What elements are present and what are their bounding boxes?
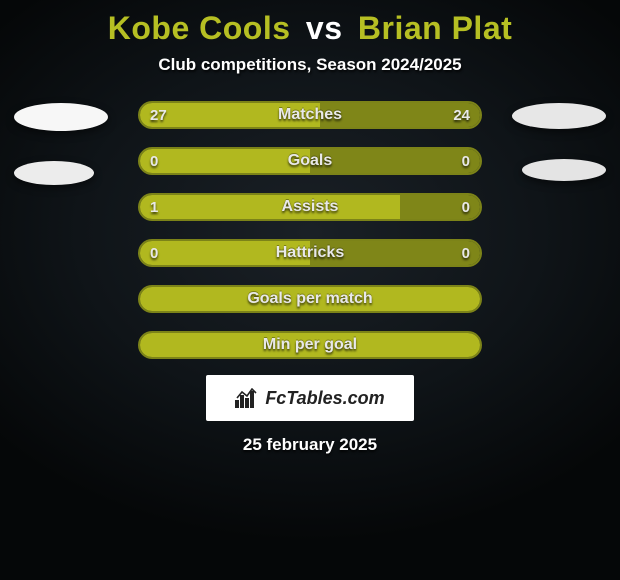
chart-icon <box>235 388 259 408</box>
stat-label: Min per goal <box>140 333 480 357</box>
stat-value-right: 0 <box>452 149 480 173</box>
stat-row: Goals0 0 <box>138 147 482 175</box>
stat-value-left: 0 <box>140 149 168 173</box>
source-badge: FcTables.com <box>206 375 414 421</box>
stat-value-left: 0 <box>140 241 168 265</box>
stat-value-right: 0 <box>452 241 480 265</box>
stat-label: Assists <box>140 195 480 219</box>
stat-value-right: 0 <box>452 195 480 219</box>
stat-row: Goals per match <box>138 285 482 313</box>
stat-row: Hattricks0 0 <box>138 239 482 267</box>
source-badge-text: FcTables.com <box>265 388 384 409</box>
vs-text: vs <box>306 10 343 46</box>
page-title: Kobe Cools vs Brian Plat <box>0 0 620 47</box>
left-blob-column <box>14 101 108 185</box>
stat-row: Min per goal <box>138 331 482 359</box>
decorative-blob <box>512 103 606 129</box>
stat-label: Matches <box>140 103 480 127</box>
comparison-bars: Matches2724Goals00Assists10Hattricks00Go… <box>138 101 482 359</box>
player2-name: Brian Plat <box>358 10 512 46</box>
stat-value-left: 1 <box>140 195 168 219</box>
subtitle: Club competitions, Season 2024/2025 <box>0 55 620 75</box>
stat-label: Hattricks <box>140 241 480 265</box>
stat-row: Matches27 24 <box>138 101 482 129</box>
right-blob-column <box>512 101 606 181</box>
stat-row: Assists1 0 <box>138 193 482 221</box>
stat-value-left: 27 <box>140 103 177 127</box>
decorative-blob <box>14 161 94 185</box>
stat-label: Goals <box>140 149 480 173</box>
stat-value-right: 24 <box>443 103 480 127</box>
date-text: 25 february 2025 <box>0 435 620 455</box>
decorative-blob <box>14 103 108 131</box>
stat-label: Goals per match <box>140 287 480 311</box>
comparison-area: Matches2724Goals00Assists10Hattricks00Go… <box>0 101 620 359</box>
player1-name: Kobe Cools <box>108 10 291 46</box>
decorative-blob <box>522 159 606 181</box>
